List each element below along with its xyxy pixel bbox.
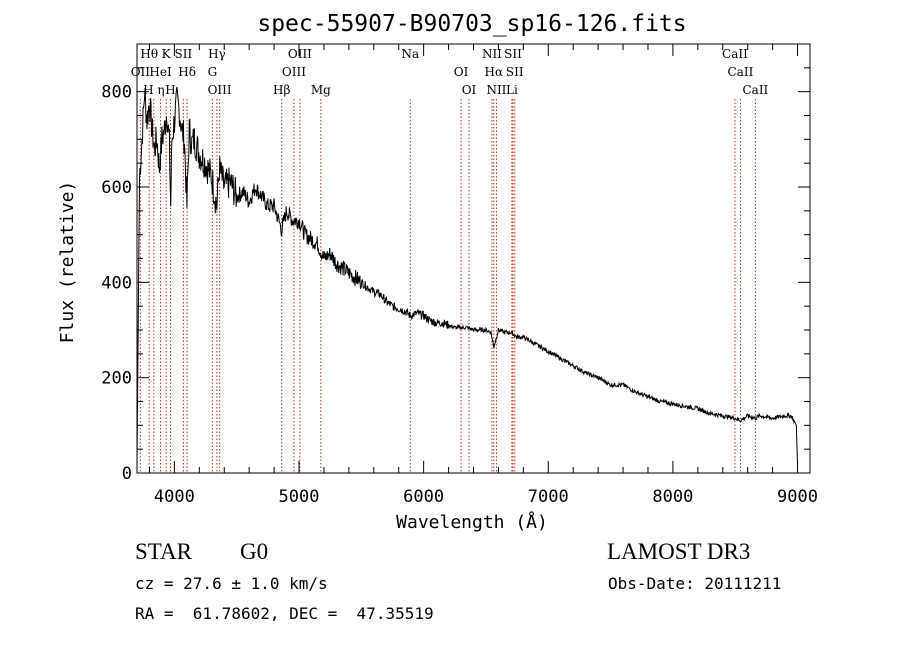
x-tick-label: 9000: [777, 487, 818, 507]
line-marker-label: Hα: [485, 65, 504, 79]
line-marker-label: H: [165, 83, 175, 97]
object-subclass: G0: [240, 539, 269, 564]
y-tick-label: 0: [122, 464, 132, 484]
line-marker-label: Mg: [311, 83, 331, 97]
object-class: STAR: [135, 539, 192, 564]
redshift-cz: cz = 27.6 ± 1.0 km/s: [135, 574, 328, 593]
obs-date: Obs-Date: 20111211: [608, 574, 782, 593]
line-marker-label: OI: [462, 83, 477, 97]
spectrum-series-line: [136, 86, 798, 464]
y-axis-label: Flux (relative): [57, 181, 78, 344]
x-axis-label: Wavelength (Å): [396, 511, 548, 533]
line-marker-label: CaII: [742, 83, 768, 97]
x-axis: 4000 5000 6000 7000 8000 9000: [148, 44, 818, 507]
line-marker-label: HeI: [149, 65, 172, 79]
line-marker-labels: Hθ OII H η K HeI H SII Hδ OIII Hγ G Hβ OIII OIII Mg Na O…: [131, 47, 769, 97]
line-marker-label: CaII: [722, 47, 748, 61]
line-marker-label: G: [208, 65, 218, 79]
plot-frame: [136, 43, 811, 474]
line-markers: [139, 99, 756, 473]
y-tick-label: 800: [101, 83, 132, 103]
y-tick-label: 200: [101, 369, 132, 389]
line-marker-label: Hγ: [208, 47, 226, 61]
line-marker-label: H η: [143, 83, 164, 97]
line-marker-label: Na: [401, 47, 419, 61]
line-marker-label: OIII: [288, 47, 312, 61]
y-tick-label: 600: [101, 178, 132, 198]
line-marker-label: OIII: [208, 83, 232, 97]
coordinates: RA = 61.78602, DEC = 47.35519: [135, 604, 434, 623]
line-marker-label: OII: [131, 65, 151, 79]
x-tick-label: 5000: [279, 487, 320, 507]
x-tick-label: 7000: [528, 487, 569, 507]
line-marker-label: K: [162, 47, 172, 61]
x-tick-label: 6000: [403, 487, 444, 507]
line-marker-label: OIII: [282, 65, 306, 79]
line-marker-label: OI: [454, 65, 469, 79]
chart-title: spec-55907-B90703_sp16-126.fits: [257, 11, 686, 37]
x-tick-label: 4000: [154, 487, 195, 507]
line-marker-label: Hβ: [273, 83, 290, 97]
line-marker-label: NII: [486, 83, 506, 97]
line-marker-label: SII: [506, 65, 524, 79]
y-tick-label: 400: [101, 273, 132, 293]
line-marker-label: CaII: [728, 65, 754, 79]
y-axis: 0 200 400 600 800: [101, 67, 810, 484]
line-marker-label: Hθ: [140, 47, 158, 61]
line-marker-label: Hδ: [178, 65, 196, 79]
line-marker-label: SII: [175, 47, 193, 61]
line-marker-label: Li: [506, 83, 518, 97]
survey-name: LAMOST DR3: [607, 539, 751, 564]
x-tick-label: 8000: [652, 487, 693, 507]
line-marker-label: NII: [482, 47, 502, 61]
line-marker-label: SII: [504, 47, 522, 61]
